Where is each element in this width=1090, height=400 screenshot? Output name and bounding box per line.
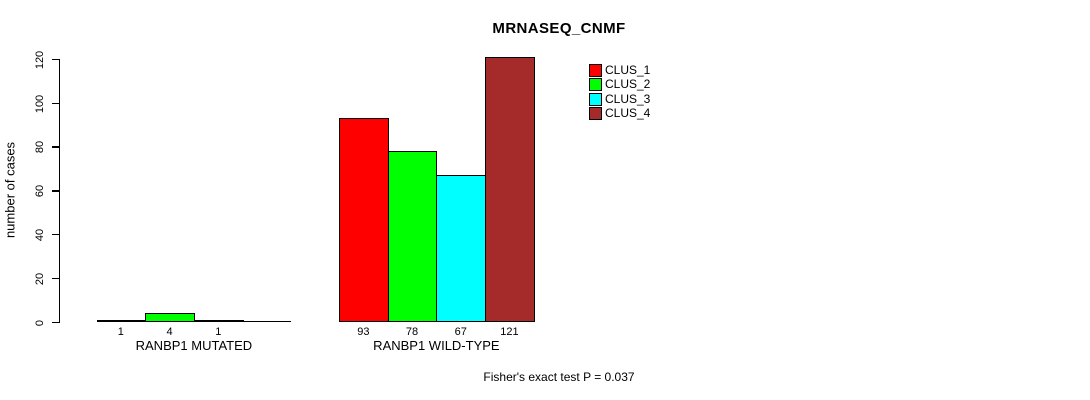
legend-label-clus_2: CLUS_2: [605, 77, 651, 92]
fisher-test-annotation: Fisher's exact test P = 0.037: [483, 370, 635, 384]
bar-value-label: 4: [166, 326, 173, 338]
x-axis-category-label: RANBP1 MUTATED: [135, 338, 253, 353]
y-axis-tick: [51, 58, 59, 61]
bar-value-label: 1: [215, 326, 222, 338]
bar-clus_1-group2: [339, 118, 389, 322]
legend-label-clus_3: CLUS_3: [605, 91, 651, 106]
bar-value-label: 1: [117, 326, 124, 338]
bar-clus_3-group2: [436, 175, 487, 322]
y-axis-tick-label: 120: [34, 50, 46, 69]
bar-value-label: 67: [454, 326, 467, 338]
y-axis-tick-label: 80: [34, 141, 46, 154]
y-axis-tick: [51, 190, 59, 192]
y-axis-tick-label: 20: [34, 272, 46, 285]
y-axis-tick-label: 100: [34, 94, 46, 113]
y-axis-tick: [51, 277, 59, 280]
y-axis-tick: [51, 321, 59, 323]
bar-value-label: 121: [500, 326, 519, 338]
y-axis-tick: [51, 146, 59, 148]
chart-title: MRNASEQ_CNMF: [492, 20, 626, 37]
y-axis-title: number of cases: [2, 141, 18, 239]
bar-clus_2-group2: [387, 151, 438, 322]
bar-clus_3-group1: [193, 319, 244, 322]
legend-swatch-clus_3: [589, 92, 602, 106]
x-axis-category-label: RANBP1 WILD-TYPE: [373, 338, 500, 353]
y-axis-tick: [51, 102, 59, 104]
y-axis-tick-label: 40: [34, 228, 46, 242]
y-axis-line: [58, 59, 60, 324]
y-axis-tick-label: 60: [34, 184, 46, 198]
legend-label-clus_4: CLUS_4: [605, 106, 651, 121]
bar-clus_4-group2: [485, 57, 535, 322]
legend-swatch-clus_2: [589, 78, 602, 92]
legend-swatch-clus_4: [589, 107, 602, 121]
legend-swatch-clus_1: [589, 64, 602, 77]
bar-clus_2-group1: [145, 313, 195, 322]
legend-label-clus_1: CLUS_1: [605, 63, 651, 77]
bar-value-label: 93: [357, 326, 370, 338]
y-axis-tick: [51, 233, 59, 236]
y-axis-tick-label: 0: [34, 319, 46, 326]
bar-value-label: 78: [405, 326, 419, 338]
bar-clus_1-group1: [96, 319, 147, 322]
